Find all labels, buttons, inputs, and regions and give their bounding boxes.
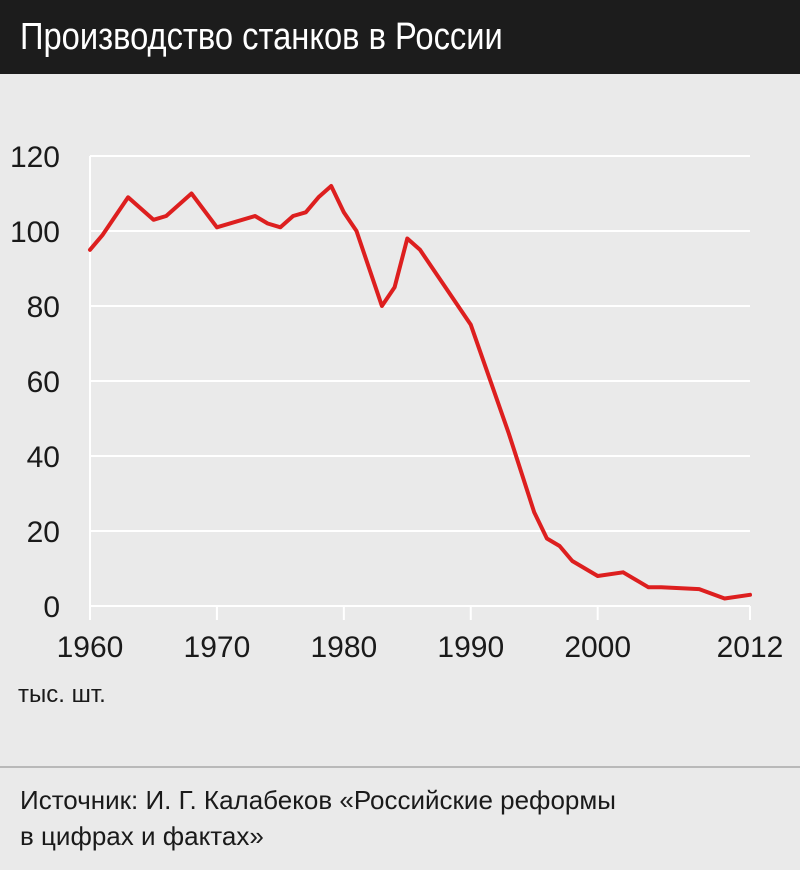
data-point bbox=[545, 536, 549, 541]
x-tick-label: 1990 bbox=[437, 631, 504, 664]
data-point bbox=[354, 229, 359, 233]
y-tick-label: 0 bbox=[43, 591, 60, 624]
x-tick-label: 1960 bbox=[57, 631, 124, 664]
data-point bbox=[101, 233, 105, 237]
source-footer: Источник: И. Г. Калабеков «Российские ре… bbox=[0, 766, 800, 870]
data-point bbox=[443, 285, 447, 289]
x-axis-ticks: 1960 1970 1980 1990 2000 2012 bbox=[57, 631, 784, 664]
data-point bbox=[723, 596, 727, 601]
data-point bbox=[393, 285, 397, 289]
data-point bbox=[342, 210, 346, 214]
page-title: Производство станков в России bbox=[20, 16, 503, 58]
data-point bbox=[329, 184, 333, 188]
data-point bbox=[570, 559, 574, 563]
grid-lines bbox=[89, 155, 751, 620]
y-tick-label: 100 bbox=[10, 216, 60, 249]
data-point bbox=[278, 225, 282, 229]
y-tick-label: 80 bbox=[27, 291, 60, 324]
data-point bbox=[380, 304, 384, 308]
y-axis-ticks: 0 20 40 60 80 100 120 bbox=[10, 141, 60, 624]
data-point bbox=[469, 323, 473, 327]
y-tick-label: 40 bbox=[27, 441, 60, 474]
header-bar: Производство станков в России bbox=[0, 0, 800, 74]
y-tick-label: 120 bbox=[10, 141, 60, 174]
data-point bbox=[418, 248, 422, 252]
data-point bbox=[621, 570, 625, 574]
data-point bbox=[189, 191, 194, 196]
data-point bbox=[558, 544, 562, 548]
line-chart: 0 20 40 60 80 100 120 1960 1970 1980 1990 2000 2012… bbox=[10, 141, 784, 708]
data-point bbox=[697, 587, 701, 591]
data-point bbox=[507, 431, 511, 436]
data-point bbox=[266, 221, 270, 226]
data-point bbox=[405, 236, 409, 241]
data-point bbox=[316, 195, 321, 199]
data-point bbox=[304, 210, 308, 214]
data-point bbox=[659, 585, 663, 589]
y-tick-label: 20 bbox=[27, 516, 60, 549]
x-tick-label: 2012 bbox=[717, 631, 784, 664]
data-point bbox=[646, 585, 651, 589]
series-layer bbox=[88, 184, 752, 601]
data-point bbox=[253, 214, 257, 218]
data-point bbox=[164, 214, 168, 218]
x-tick-label: 2000 bbox=[564, 631, 631, 664]
source-note: Источник: И. Г. Калабеков «Российские ре… bbox=[20, 785, 616, 851]
unit-label: тыс. шт. bbox=[18, 681, 106, 708]
data-point bbox=[126, 195, 130, 199]
data-point bbox=[748, 593, 752, 597]
series-line-0 bbox=[88, 184, 752, 601]
y-tick-label: 60 bbox=[27, 366, 60, 399]
data-point bbox=[596, 574, 600, 578]
x-tick-label: 1970 bbox=[184, 631, 251, 664]
data-point bbox=[151, 218, 156, 222]
data-point bbox=[532, 510, 536, 514]
data-point bbox=[215, 225, 219, 229]
data-point bbox=[88, 248, 92, 252]
x-tick-label: 1980 bbox=[310, 631, 377, 664]
data-point bbox=[291, 214, 295, 218]
